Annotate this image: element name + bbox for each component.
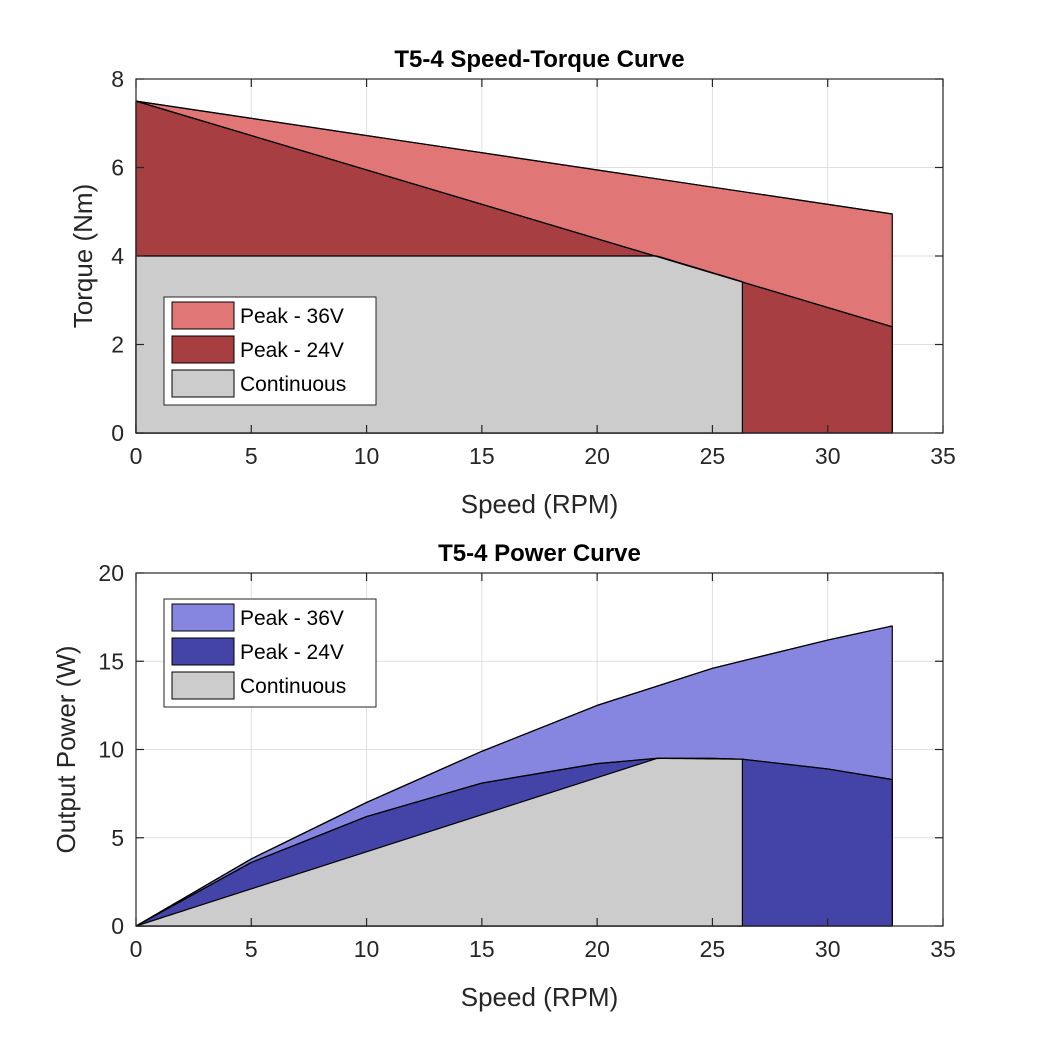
x-tick-label: 10 [354, 443, 380, 469]
x-axis-label: Speed (RPM) [461, 982, 619, 1012]
series-line-peak-36v [135, 100, 893, 215]
legend: Peak - 36V Peak - 24V Continuous [163, 296, 377, 406]
region-continuous [135, 757, 744, 927]
x-tick-label: 0 [130, 443, 143, 469]
y-axis-label: Torque (Nm) [68, 184, 98, 328]
x-tick-label: 25 [700, 936, 726, 962]
x-tick-label: 10 [354, 936, 380, 962]
y-tick-label: 20 [98, 560, 124, 586]
y-tick-label: 10 [98, 737, 124, 763]
legend-label: Continuous [240, 675, 346, 698]
y-tick-label: 6 [111, 155, 124, 181]
legend-label: Peak - 24V [240, 339, 344, 362]
legend: Peak - 36V Peak - 24V Continuous [163, 598, 377, 708]
y-tick-label: 8 [111, 66, 124, 92]
series-line-peak-24v [135, 757, 893, 927]
legend-label: Peak - 36V [240, 305, 344, 328]
legend-swatch [171, 671, 235, 700]
x-tick-label: 15 [469, 443, 495, 469]
chart-title: T5-4 Power Curve [438, 540, 641, 567]
y-tick-label: 0 [111, 913, 124, 939]
legend-label: Continuous [240, 373, 346, 396]
x-tick-label: 30 [815, 936, 841, 962]
x-tick-label: 5 [245, 936, 258, 962]
legend-swatch [171, 369, 235, 398]
x-tick-label: 35 [930, 443, 956, 469]
x-tick-label: 30 [815, 443, 841, 469]
x-tick-label: 20 [584, 936, 610, 962]
x-tick-label: 20 [584, 443, 610, 469]
y-tick-label: 0 [111, 420, 124, 446]
y-tick-label: 5 [111, 825, 124, 851]
x-tick-label: 35 [930, 936, 956, 962]
series-line-peak-36v [135, 625, 893, 927]
legend-label: Peak - 36V [240, 607, 344, 630]
x-axis-label: Speed (RPM) [461, 489, 619, 519]
series-line-peak-24v [135, 100, 893, 328]
legend-swatch [171, 637, 235, 666]
x-tick-label: 5 [245, 443, 258, 469]
y-tick-label: 4 [111, 243, 124, 269]
y-tick-label: 2 [111, 332, 124, 358]
legend-swatch [171, 301, 235, 330]
y-axis-label: Output Power (W) [51, 645, 81, 853]
x-tick-label: 0 [130, 936, 143, 962]
chart-title: T5-4 Speed-Torque Curve [394, 46, 684, 73]
power-chart: 0 5 10 15 20 25 30 35 0 5 10 15 20 T5-4 Power Curve Sp… [51, 540, 956, 1012]
legend-swatch [171, 335, 235, 364]
torque-chart: 0 5 10 15 20 25 30 35 0 2 4 6 8 T5-4 Speed-Torque Cur… [68, 46, 956, 519]
x-tick-label: 15 [469, 936, 495, 962]
y-tick-label: 15 [98, 648, 124, 674]
legend-label: Peak - 24V [240, 641, 344, 664]
legend-swatch [171, 603, 235, 632]
x-tick-label: 25 [700, 443, 726, 469]
